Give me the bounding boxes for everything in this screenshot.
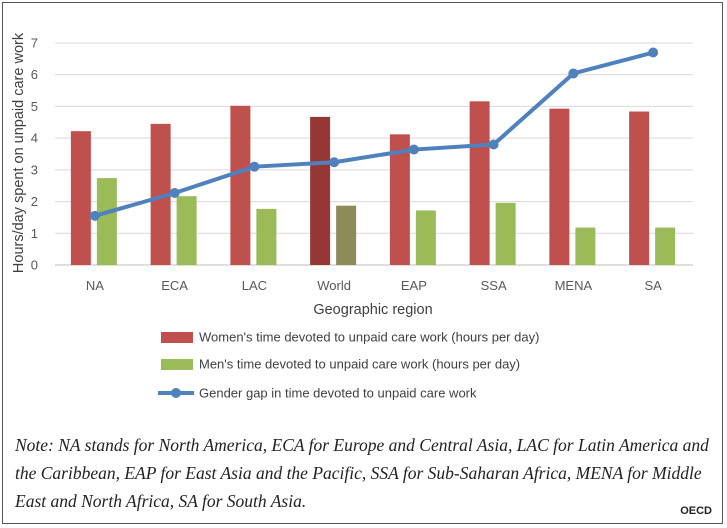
y-axis-title: Hours/day spent on unpaid care work (11, 32, 27, 273)
x-tick-label: MENA (555, 278, 593, 293)
bar-women (70, 131, 91, 265)
gap-series-line (94, 50, 654, 218)
gap-point (89, 210, 100, 221)
gap-line (89, 47, 659, 221)
x-tick-label: EAP (401, 278, 427, 293)
bar-men (336, 205, 357, 265)
bar-men (256, 208, 277, 265)
bar-men (415, 210, 436, 265)
legend-label: Gender gap in time devoted to unpaid car… (199, 386, 477, 401)
legend-marker (171, 388, 181, 398)
footnote: Note: NA stands for North America, ECA f… (15, 435, 709, 511)
bar-women (150, 123, 171, 265)
bar-women (549, 108, 570, 265)
y-tick-label: 1 (31, 226, 38, 241)
legend-swatch (161, 359, 193, 370)
y-tick-label: 0 (31, 258, 38, 273)
x-axis-title: Geographic region (313, 302, 432, 318)
x-tick-labels: NA ECA LAC World EAP SSA MENA SA (86, 278, 662, 293)
y-tick-label: 3 (31, 162, 38, 177)
gap-point (249, 161, 260, 172)
y-tick-label: 7 (31, 36, 38, 51)
bar-women (389, 134, 410, 265)
x-tick-label: ECA (161, 278, 188, 293)
gap-point (568, 68, 579, 79)
bar-women (629, 111, 650, 265)
chart: 0 1 2 3 4 5 6 7 NA ECA LAC World EAP SSA MENA SA Hours… (11, 32, 693, 401)
y-tick-label: 2 (31, 194, 38, 209)
bar-men (575, 227, 596, 265)
legend-swatch (161, 332, 193, 343)
gap-point (329, 157, 340, 168)
gap-point (408, 144, 419, 155)
legend-label: Women's time devoted to unpaid care work… (199, 330, 539, 345)
bar-men (96, 178, 117, 265)
y-tick-label: 5 (31, 99, 38, 114)
x-tick-label: World (317, 278, 351, 293)
x-tick-label: LAC (242, 278, 267, 293)
legend: Women's time devoted to unpaid care work… (158, 330, 539, 401)
x-tick-label: SSA (481, 278, 507, 293)
x-tick-label: NA (86, 278, 104, 293)
bar-women (469, 101, 490, 266)
bar-men (655, 227, 676, 265)
y-tick-labels: 0 1 2 3 4 5 6 7 (31, 36, 38, 273)
bar-women (230, 105, 251, 266)
bar-men (176, 196, 197, 265)
x-tick-label: SA (644, 278, 662, 293)
gap-point (488, 139, 499, 150)
bar-men (495, 202, 516, 265)
source-label: OECD (680, 505, 712, 517)
y-tick-label: 4 (31, 131, 38, 146)
gap-point (648, 47, 659, 58)
legend-label: Men's time devoted to unpaid care work (… (199, 357, 520, 372)
gap-point (169, 188, 180, 199)
bar-women (310, 116, 331, 265)
bars (70, 101, 676, 266)
y-tick-label: 6 (31, 67, 38, 82)
